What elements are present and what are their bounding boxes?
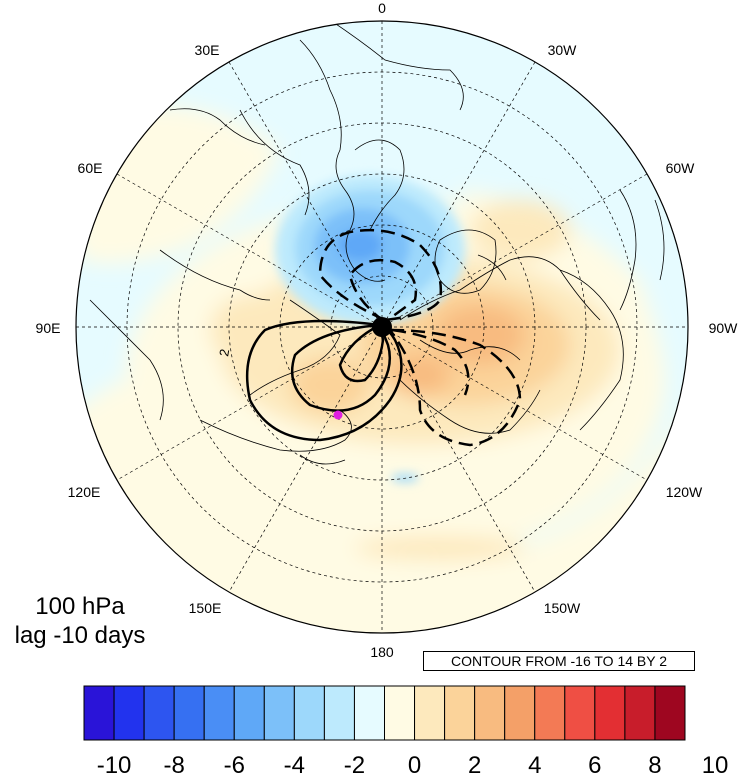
lon-label-90w: 90W <box>709 320 739 336</box>
contour-label: 2 <box>216 348 232 358</box>
location-marker <box>333 410 343 420</box>
lon-label-0: 0 <box>378 0 386 16</box>
lon-label-30e: 30E <box>195 42 220 58</box>
lon-label-150e: 150E <box>189 600 222 616</box>
negative-contours <box>318 228 522 447</box>
lon-label-180: 180 <box>370 644 394 660</box>
shaded-anomaly-field <box>76 21 688 633</box>
lon-label-120e: 120E <box>68 484 101 500</box>
globe-outline <box>75 20 689 634</box>
contour-info-box: CONTOUR FROM -16 TO 14 BY 2 <box>423 651 695 671</box>
lon-label-90e: 90E <box>36 320 61 336</box>
lon-label-60w: 60W <box>666 160 696 176</box>
lon-label-30w: 30W <box>548 42 578 58</box>
positive-contours <box>245 319 403 442</box>
pole-contour-cluster <box>372 317 392 337</box>
longitude-labels: 0 30W 60W 90W 120W 150W 180 150E 120E 90… <box>36 0 739 660</box>
lon-label-60e: 60E <box>78 160 103 176</box>
lon-label-120w: 120W <box>666 484 703 500</box>
lon-label-150w: 150W <box>544 600 581 616</box>
level-label: 100 hPa <box>35 593 125 620</box>
lag-label: lag -10 days <box>14 622 146 649</box>
